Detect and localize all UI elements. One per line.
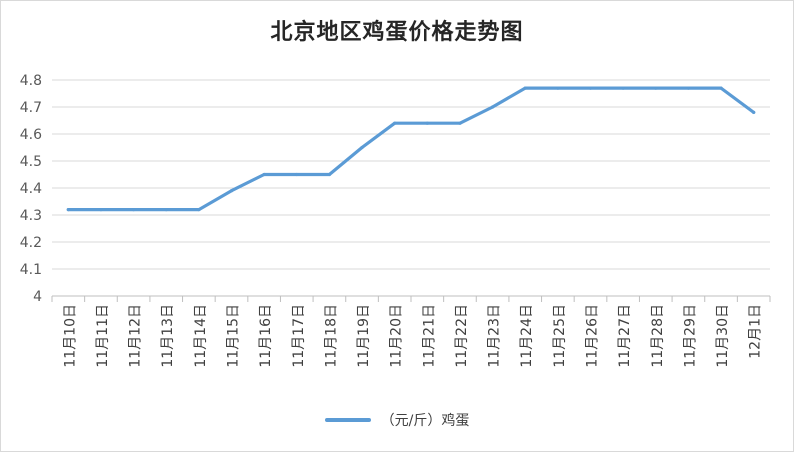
- data-point: [588, 86, 593, 90]
- legend-label: （元/斤）鸡蛋: [380, 413, 470, 429]
- legend-swatch: [324, 418, 371, 422]
- data-point: [262, 172, 266, 177]
- x-tick-label: 11月16日: [258, 304, 274, 368]
- data-point: [360, 145, 364, 150]
- x-tick-label: 11月25日: [552, 304, 568, 368]
- x-tick-label: 11月29日: [682, 304, 698, 368]
- x-tick-label: 11月20日: [389, 304, 405, 368]
- x-tick-label: 11月27日: [617, 304, 633, 368]
- x-tick-label: 12月1日: [748, 304, 764, 359]
- x-tick-label: 11月19日: [356, 304, 372, 368]
- data-point: [425, 121, 429, 125]
- data-point: [99, 208, 103, 212]
- data-point: [197, 208, 201, 212]
- data-point: [654, 86, 658, 90]
- x-tick-label: 11月22日: [454, 304, 470, 368]
- data-point: [490, 105, 495, 109]
- data-point: [719, 86, 723, 90]
- y-tick-label: 4: [33, 289, 42, 305]
- y-tick-label: 4.2: [20, 235, 42, 251]
- data-point: [66, 208, 70, 212]
- x-tick-label: 11月23日: [487, 304, 503, 368]
- y-tick-label: 4.5: [20, 154, 42, 170]
- x-tick-label: 11月10日: [62, 304, 78, 368]
- data-point: [393, 121, 397, 125]
- series-line: [66, 86, 756, 212]
- chart-legend: （元/斤）鸡蛋: [0, 410, 794, 430]
- data-point: [686, 86, 691, 90]
- data-point: [295, 172, 299, 177]
- x-tick-label: 11月30日: [715, 304, 731, 368]
- data-point: [752, 110, 756, 114]
- x-tick-label: 11月12日: [128, 304, 144, 368]
- x-tick-label: 11月28日: [650, 304, 666, 368]
- data-point: [556, 86, 560, 90]
- x-tick-label: 11月11日: [95, 304, 111, 368]
- data-point: [327, 172, 332, 177]
- x-tick-label: 11月21日: [421, 304, 437, 368]
- data-point: [229, 189, 234, 193]
- y-tick-label: 4.1: [20, 262, 42, 278]
- y-tick-label: 4.8: [20, 73, 42, 89]
- x-tick-label: 11月18日: [323, 304, 339, 368]
- x-tick-label: 11月24日: [519, 304, 535, 368]
- chart-title: 北京地区鸡蛋价格走势图: [270, 20, 524, 45]
- data-point: [621, 86, 625, 90]
- x-tick-label: 11月15日: [226, 304, 242, 368]
- data-point: [164, 208, 168, 212]
- data-point: [523, 86, 527, 90]
- y-tick-label: 4.6: [20, 127, 42, 143]
- x-tick-label: 11月17日: [291, 304, 307, 368]
- y-tick-label: 4.3: [20, 208, 42, 224]
- data-point: [131, 208, 136, 212]
- y-tick-label: 4.7: [20, 100, 42, 116]
- x-tick-label: 11月26日: [585, 304, 601, 368]
- x-tick-label: 11月14日: [193, 304, 209, 368]
- x-tick-label: 11月13日: [160, 304, 176, 368]
- y-tick-label: 4.4: [20, 181, 42, 197]
- data-point: [458, 121, 462, 125]
